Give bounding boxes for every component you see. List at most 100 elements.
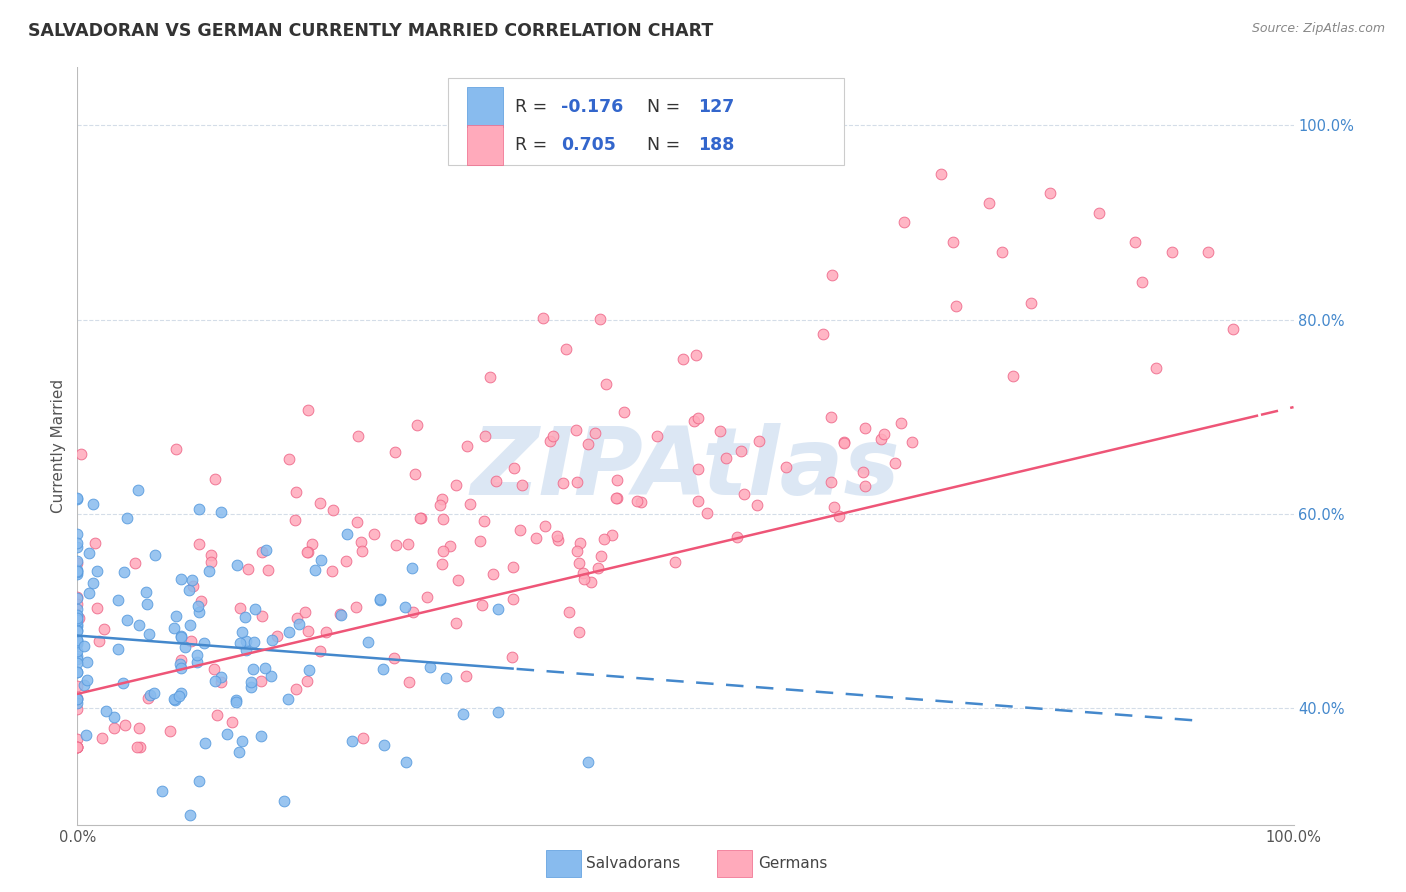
Point bbox=[136, 597, 159, 611]
Point bbox=[152, 784, 174, 798]
Point bbox=[138, 626, 160, 640]
Point bbox=[278, 625, 301, 640]
Point bbox=[832, 435, 855, 450]
Point bbox=[163, 692, 186, 706]
Point bbox=[583, 426, 606, 441]
Point bbox=[169, 657, 191, 671]
Point bbox=[66, 623, 89, 637]
Point bbox=[565, 423, 588, 437]
Point bbox=[873, 427, 896, 442]
Point bbox=[852, 465, 875, 479]
Point bbox=[929, 167, 952, 181]
Point bbox=[404, 467, 426, 481]
Point bbox=[66, 679, 89, 693]
Point bbox=[534, 519, 557, 533]
Point bbox=[605, 491, 627, 505]
Point bbox=[66, 491, 89, 505]
Point bbox=[66, 657, 89, 671]
Point bbox=[565, 544, 588, 558]
Text: Salvadorans: Salvadorans bbox=[586, 856, 681, 871]
Point bbox=[204, 472, 226, 486]
Point bbox=[538, 434, 561, 449]
Point bbox=[159, 724, 181, 739]
Point bbox=[432, 512, 454, 526]
Point bbox=[901, 435, 924, 450]
Point bbox=[253, 661, 276, 675]
Point bbox=[112, 565, 135, 579]
Point bbox=[93, 623, 115, 637]
Point bbox=[243, 602, 266, 616]
Point bbox=[568, 625, 591, 640]
Point bbox=[502, 559, 524, 574]
Point bbox=[811, 326, 834, 341]
Point bbox=[748, 434, 770, 448]
Point bbox=[890, 416, 912, 430]
Point bbox=[66, 696, 89, 710]
Point bbox=[188, 502, 211, 516]
Point bbox=[709, 425, 731, 439]
Point bbox=[645, 429, 668, 443]
Point bbox=[329, 607, 352, 621]
Point bbox=[553, 476, 575, 491]
Point bbox=[135, 584, 157, 599]
Point bbox=[468, 534, 491, 549]
Point bbox=[200, 556, 222, 570]
Point bbox=[225, 695, 247, 709]
Point bbox=[672, 351, 695, 366]
Point bbox=[66, 643, 89, 657]
Point bbox=[288, 617, 311, 632]
Point bbox=[66, 634, 89, 648]
Point bbox=[301, 537, 323, 551]
Point bbox=[66, 609, 89, 624]
Point bbox=[396, 536, 419, 550]
Point bbox=[243, 634, 266, 648]
Point bbox=[127, 483, 149, 497]
Point bbox=[66, 601, 89, 615]
Point bbox=[225, 692, 247, 706]
Point bbox=[128, 721, 150, 735]
Text: 0.705: 0.705 bbox=[561, 136, 616, 154]
Point bbox=[66, 535, 89, 549]
Point bbox=[235, 633, 257, 648]
Point bbox=[66, 633, 89, 648]
Point bbox=[66, 566, 89, 581]
Point bbox=[853, 421, 876, 435]
Point bbox=[170, 686, 193, 700]
Point bbox=[66, 665, 89, 679]
Point bbox=[250, 729, 273, 743]
Point bbox=[509, 523, 531, 537]
Point bbox=[576, 436, 599, 450]
Point bbox=[66, 618, 89, 632]
Point bbox=[170, 661, 193, 675]
Point bbox=[186, 648, 208, 662]
Point bbox=[568, 557, 591, 571]
Point bbox=[385, 538, 408, 552]
Point bbox=[297, 402, 319, 417]
Point bbox=[311, 552, 333, 566]
Point bbox=[233, 610, 256, 624]
Point bbox=[73, 678, 96, 692]
Point bbox=[103, 721, 125, 735]
Text: Germans: Germans bbox=[758, 856, 827, 871]
Point bbox=[66, 591, 89, 606]
Point bbox=[335, 554, 357, 568]
Point bbox=[200, 548, 222, 562]
Point bbox=[117, 511, 139, 525]
Point bbox=[180, 634, 202, 648]
Point bbox=[373, 738, 395, 752]
Point bbox=[107, 592, 129, 607]
Point bbox=[456, 439, 478, 453]
Point bbox=[204, 674, 226, 689]
Point bbox=[66, 540, 89, 554]
Point bbox=[1039, 186, 1062, 201]
Text: R =: R = bbox=[515, 98, 553, 116]
Point bbox=[820, 475, 842, 489]
Point bbox=[350, 535, 373, 549]
Point bbox=[1144, 360, 1167, 375]
Point bbox=[586, 560, 609, 574]
Point bbox=[235, 642, 257, 657]
Point bbox=[107, 641, 129, 656]
Point bbox=[66, 608, 89, 623]
Point bbox=[434, 671, 457, 685]
Point bbox=[174, 640, 197, 655]
